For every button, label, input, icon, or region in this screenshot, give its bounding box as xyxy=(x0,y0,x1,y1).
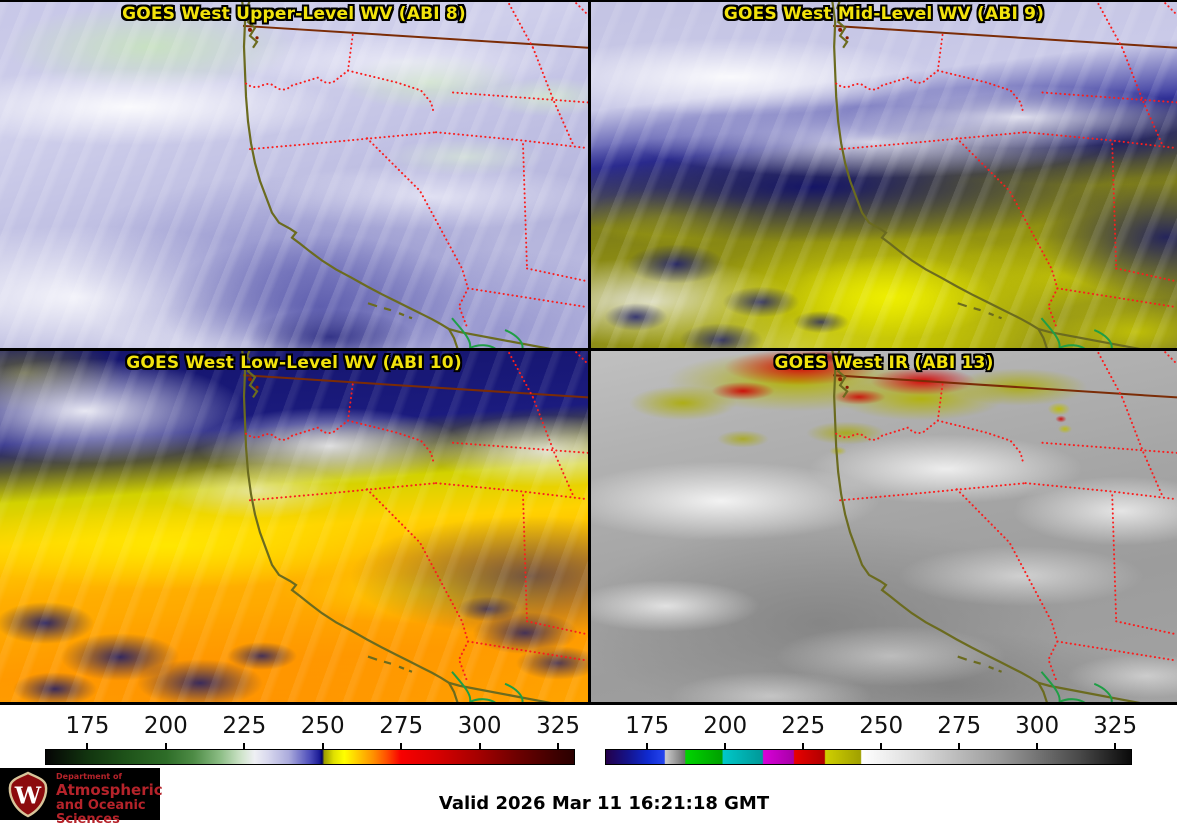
colorbar-ir-ticks xyxy=(605,743,1132,749)
tick-label: 250 xyxy=(859,713,904,739)
university-logo: W Department of Atmospheric and Oceanic … xyxy=(0,768,163,826)
panel-title-abi10: GOES West Low-Level WV (ABI 10) xyxy=(126,353,462,373)
panel-upper-level-wv: GOES West Upper-Level WV (ABI 8) xyxy=(0,2,588,348)
satellite-image-abi13 xyxy=(591,351,1177,702)
tick-label: 325 xyxy=(536,713,580,739)
tick-label: 225 xyxy=(222,713,267,739)
colorbar-wv-labels: 175 200 225 250 275 300 325 xyxy=(45,713,580,741)
tick-label: 200 xyxy=(703,713,748,739)
tick-label: 225 xyxy=(781,713,826,739)
colorbar-wv: 175 200 225 250 275 300 325 xyxy=(45,705,580,767)
tick-label: 275 xyxy=(379,713,424,739)
colorbar-wv-ticks xyxy=(45,743,575,749)
tick-label: 175 xyxy=(625,713,670,739)
panel-title-abi13: GOES West IR (ABI 13) xyxy=(774,353,994,373)
panel-title-abi8: GOES West Upper-Level WV (ABI 8) xyxy=(122,4,466,24)
panel-mid-level-wv: GOES West Mid-Level WV (ABI 9) xyxy=(591,2,1177,348)
satellite-image-abi9 xyxy=(591,2,1177,348)
basemap-overlay xyxy=(240,351,588,702)
uw-monogram: W xyxy=(14,781,42,809)
tick-label: 300 xyxy=(1015,713,1060,739)
panel-low-level-wv: GOES West Low-Level WV (ABI 10) xyxy=(0,351,588,702)
footer: 175 200 225 250 275 300 325 175 200 225 … xyxy=(0,705,1177,826)
panel-ir: GOES West IR (ABI 13) xyxy=(591,351,1177,702)
satellite-image-abi8 xyxy=(0,2,588,348)
satellite-image-abi10 xyxy=(0,351,588,702)
colorbar-ir-gradient xyxy=(605,749,1132,765)
logo-dept-line2: and Oceanic Sciences xyxy=(56,798,146,827)
colorbar-ir: 175 200 225 250 275 300 325 xyxy=(605,705,1137,767)
logo-dept-prefix: Department of xyxy=(56,772,123,781)
logo-dept-line1: Atmospheric xyxy=(56,781,163,800)
valid-timestamp: Valid 2026 Mar 11 16:21:18 GMT xyxy=(438,793,770,814)
tick-label: 275 xyxy=(937,713,982,739)
logo-text: Department of Atmospheric and Oceanic Sc… xyxy=(56,772,163,827)
panel-title-abi9: GOES West Mid-Level WV (ABI 9) xyxy=(723,4,1045,24)
basemap-overlay xyxy=(831,351,1177,702)
tick-label: 325 xyxy=(1093,713,1138,739)
colorbar-wv-gradient xyxy=(45,749,575,765)
basemap-overlay xyxy=(831,2,1177,348)
colorbar-ir-labels: 175 200 225 250 275 300 325 xyxy=(605,713,1137,741)
panel-grid: GOES West Upper-Level WV (ABI 8) GOES We… xyxy=(0,0,1177,705)
tick-label: 300 xyxy=(457,713,502,739)
tick-label: 200 xyxy=(143,713,188,739)
uw-crest-icon: W xyxy=(8,771,48,818)
tick-label: 175 xyxy=(65,713,110,739)
tick-label: 250 xyxy=(300,713,345,739)
basemap-overlay xyxy=(240,2,588,348)
